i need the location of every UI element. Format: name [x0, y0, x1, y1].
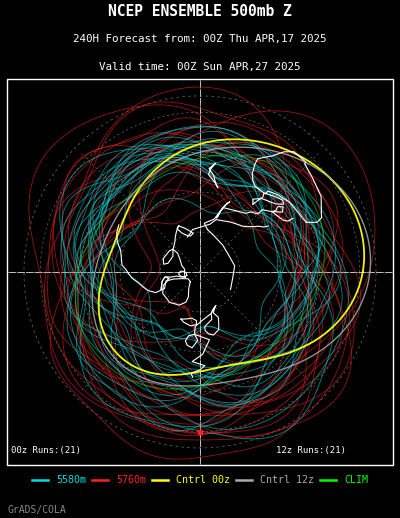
Text: Valid time: 00Z Sun APR,27 2025: Valid time: 00Z Sun APR,27 2025: [99, 62, 301, 71]
Text: NCEP ENSEMBLE 500mb Z: NCEP ENSEMBLE 500mb Z: [108, 4, 292, 19]
Text: GrADS/COLA: GrADS/COLA: [8, 505, 67, 515]
Legend: 5580m, 5760m, Cntrl 00z, Cntrl 12z, CLIM: 5580m, 5760m, Cntrl 00z, Cntrl 12z, CLIM: [28, 471, 372, 490]
Text: 240H Forecast from: 00Z Thu APR,17 2025: 240H Forecast from: 00Z Thu APR,17 2025: [73, 34, 327, 44]
Text: 00z Runs:(21): 00z Runs:(21): [11, 447, 81, 455]
Text: 12z Runs:(21): 12z Runs:(21): [276, 447, 346, 455]
